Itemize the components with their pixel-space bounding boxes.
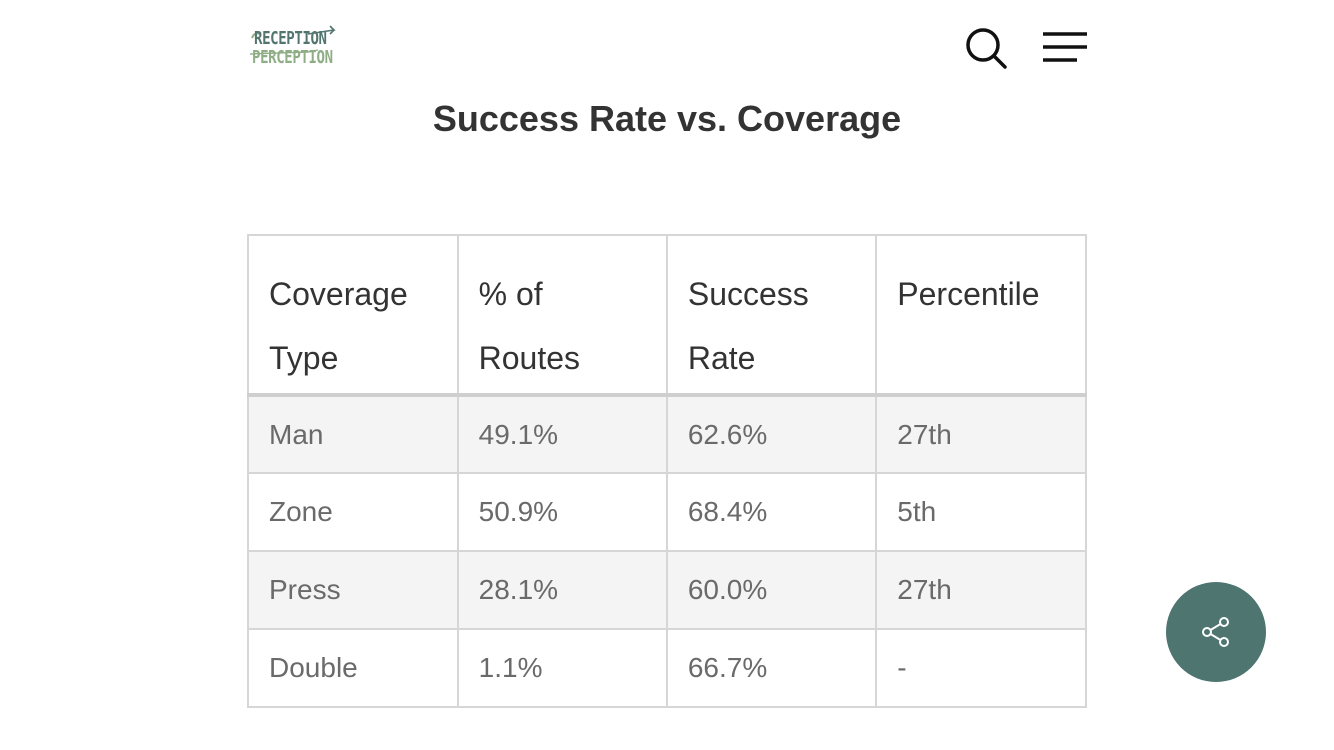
cell-coverage-type: Man	[247, 394, 459, 474]
table-row: Zone 50.9% 68.4% 5th	[247, 472, 1087, 552]
cell-success-rate: 68.4%	[665, 472, 878, 552]
share-icon	[1202, 617, 1229, 647]
logo-route-lines	[249, 25, 336, 55]
table-row: Double 1.1% 66.7% -	[247, 628, 1087, 708]
cell-percentile: 27th	[875, 550, 1087, 630]
cell-coverage-type: Zone	[247, 472, 459, 552]
logo-text-perception: PERCEPTION	[252, 47, 333, 68]
cell-percentile: 27th	[875, 394, 1087, 474]
cell-percent-routes: 28.1%	[456, 550, 668, 630]
logo-text-reception: RECEPTION	[254, 28, 327, 49]
share-button[interactable]	[1166, 582, 1266, 682]
cell-coverage-type: Double	[247, 628, 459, 708]
cell-success-rate: 60.0%	[665, 550, 878, 630]
coverage-table: Coverage Type % of Routes Success Rate Perc…	[247, 234, 1087, 708]
menu-button[interactable]	[1040, 28, 1090, 68]
search-icon	[966, 28, 1007, 69]
cell-percentile: -	[875, 628, 1087, 708]
hamburger-menu-icon	[1043, 32, 1087, 62]
header-percentile: Percentile	[875, 234, 1087, 397]
page-title: Success Rate vs. Coverage	[432, 98, 902, 139]
cell-percentile: 5th	[875, 472, 1087, 552]
table-row: Man 49.1% 62.6% 27th	[247, 394, 1087, 474]
site-logo[interactable]: RECEPTION PERCEPTION	[248, 24, 344, 76]
search-button[interactable]	[962, 24, 1010, 72]
cell-coverage-type: Press	[247, 550, 459, 630]
cell-percent-routes: 50.9%	[456, 472, 668, 552]
cell-success-rate: 66.7%	[665, 628, 878, 708]
header-percent-routes: % of Routes	[456, 234, 668, 397]
header-coverage-type: Coverage Type	[247, 234, 459, 397]
cell-success-rate: 62.6%	[665, 394, 878, 474]
cell-percent-routes: 49.1%	[456, 394, 668, 474]
table-row: Press 28.1% 60.0% 27th	[247, 550, 1087, 630]
header-success-rate: Success Rate	[665, 234, 878, 397]
table-header-row: Coverage Type % of Routes Success Rate Perc…	[247, 234, 1087, 397]
cell-percent-routes: 1.1%	[456, 628, 668, 708]
